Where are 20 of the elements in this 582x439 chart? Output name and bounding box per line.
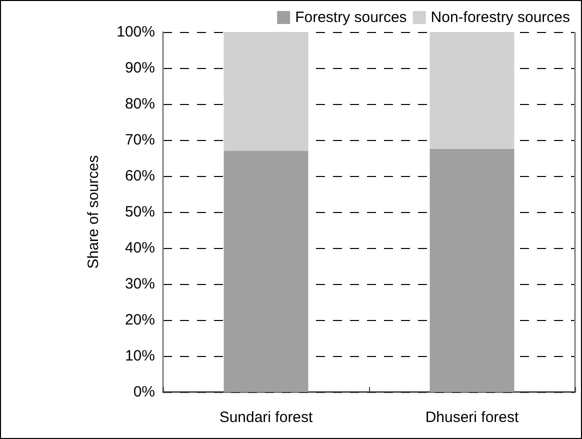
y-tick-label: 40% (124, 240, 155, 256)
y-tick-label: 10% (124, 348, 155, 364)
legend-label: Non-forestry sources (430, 9, 570, 26)
y-tick-label: 80% (124, 96, 155, 112)
y-tick-label: 90% (124, 60, 155, 76)
bar (224, 150, 308, 392)
x-tick-label: Dhuseri forest (425, 409, 520, 426)
y-tick-label: 0% (133, 384, 155, 400)
bar (430, 32, 514, 149)
legend-label: Forestry sources (295, 9, 407, 26)
bar (430, 149, 514, 392)
x-tick-label: Sundari forest (219, 409, 314, 426)
y-axis-title: Share of sources (85, 155, 102, 269)
y-tick-label: 20% (124, 312, 155, 328)
y-tick-label: 70% (124, 132, 155, 148)
y-tick-label: 60% (124, 168, 155, 184)
bar (224, 32, 308, 151)
y-tick-label: 50% (124, 204, 155, 220)
y-tick-label: 30% (124, 276, 155, 292)
y-tick-label: 100% (116, 24, 155, 40)
